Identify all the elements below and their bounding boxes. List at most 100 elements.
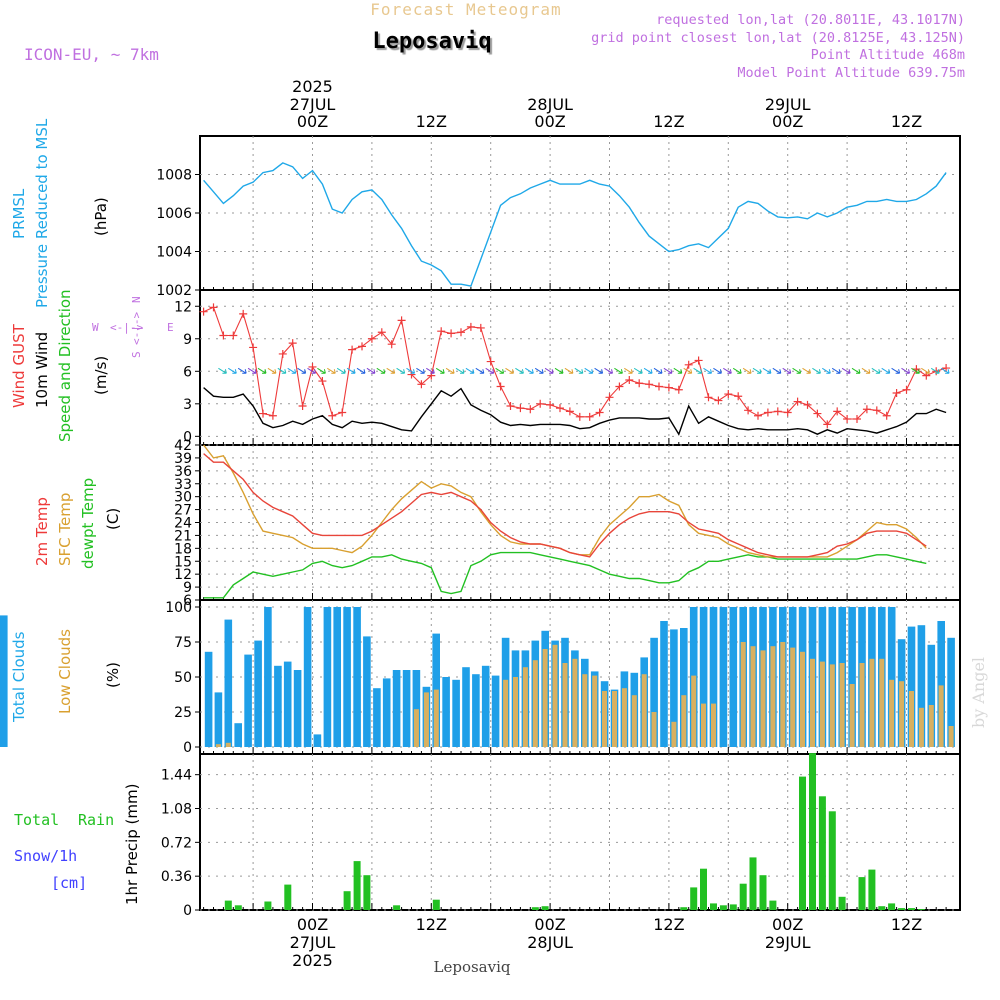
temp-labels: 2m Temp SFC Temp dewpt Temp (C) <box>33 478 122 569</box>
low-cloud-bar <box>701 703 706 747</box>
wind-arrow-icon <box>713 367 722 374</box>
top-time-label: 00Z <box>534 112 565 131</box>
precip-bar <box>353 861 361 910</box>
top-time-label: 29JUL <box>765 95 811 114</box>
precip-bar <box>729 904 737 910</box>
watermark: by Angel <box>969 657 988 728</box>
gust-marker <box>526 405 535 414</box>
y-tick-label: 0.36 <box>161 869 192 885</box>
wind-arrow-icon <box>416 367 425 374</box>
precip-bar <box>224 900 232 910</box>
low-cloud-bar <box>918 707 924 747</box>
total-cloud-bar <box>709 607 718 747</box>
y-tick-label: 12 <box>174 299 192 315</box>
total-cloud-bar <box>244 654 252 747</box>
gust-marker <box>724 390 733 399</box>
y-tick-label: 0 <box>183 903 192 919</box>
precip-bar <box>432 899 440 910</box>
precip-bar <box>680 907 688 910</box>
precip-bar <box>749 857 757 910</box>
rain-label: Rain <box>78 811 114 829</box>
total-cloud-bar <box>0 615 8 747</box>
wind-arrow-icon <box>584 367 594 374</box>
total-cloud-bar <box>472 674 480 747</box>
gust-marker <box>882 411 891 420</box>
bottom-time-label: 12Z <box>891 915 922 934</box>
y-tick-label: 3 <box>183 397 192 413</box>
wind-arrow-icon <box>435 367 445 374</box>
svg-text:<-|->: <-|-> <box>110 321 143 334</box>
precip-bar <box>759 875 767 910</box>
low-cloud-bar <box>790 647 796 747</box>
gust-marker <box>437 327 446 336</box>
wind-arrow-icon <box>366 367 376 374</box>
compass-w: W <box>92 321 99 334</box>
total-clouds-label: Total Clouds <box>10 631 28 723</box>
low-cloud-bar <box>522 667 528 747</box>
gust-marker <box>773 407 782 416</box>
wind-arrow-icon <box>554 367 564 374</box>
wind-gust-label: Wind GUST <box>10 323 28 408</box>
total-cloud-bar <box>254 640 262 747</box>
gust-marker <box>853 414 861 423</box>
y-tick-label: 1008 <box>156 168 192 184</box>
low-cloud-bar <box>552 644 558 747</box>
gust-line <box>203 306 947 426</box>
gust-marker <box>328 411 337 420</box>
low-cloud-bar <box>711 703 716 747</box>
wind-arrow-icon <box>782 367 792 374</box>
y-tick-label: 39 <box>174 451 192 467</box>
gust-marker <box>862 405 871 414</box>
total-cloud-bar <box>917 625 926 747</box>
gust-marker <box>843 414 852 423</box>
low-cloud-bar <box>532 660 538 747</box>
low-cloud-bar <box>810 658 815 747</box>
gust-marker <box>496 382 505 391</box>
snow-label: Snow/1h <box>14 847 77 865</box>
low-cloud-bar <box>631 695 637 747</box>
total-cloud-bar <box>699 607 708 747</box>
compass-e: E <box>167 321 174 334</box>
precip-bar <box>393 905 401 910</box>
top-time-label: 28JUL <box>527 95 573 114</box>
gust-marker <box>318 377 327 386</box>
wind-arrow-icon <box>534 367 544 374</box>
y-tick-label: 25 <box>174 705 192 721</box>
wind-arrow-icon <box>624 367 633 374</box>
low-cloud-bar <box>215 744 221 747</box>
y-tick-label: 30 <box>174 490 192 506</box>
low-cloud-bar <box>413 709 419 747</box>
precip-bar <box>363 875 371 910</box>
y-tick-label: 9 <box>183 580 192 596</box>
wind-arrow-icon <box>277 367 287 374</box>
low-cloud-bar <box>849 684 855 747</box>
wind-arrow-icon <box>445 367 455 374</box>
low-cloud-bar <box>829 664 835 747</box>
total-cloud-bar <box>373 688 381 747</box>
y-tick-label: 42 <box>174 438 192 454</box>
cloud-labels: Total Clouds Low Clouds (%) <box>10 629 122 723</box>
total-cloud-bar <box>481 665 490 747</box>
gust-marker <box>793 397 802 406</box>
low-cloud-bar <box>819 661 825 747</box>
gust-marker <box>457 328 465 337</box>
wind-arrow-icon <box>792 367 802 374</box>
snow-cm-label: [cm] <box>51 874 87 892</box>
y-tick-label: 15 <box>174 554 192 570</box>
wind-arrow-icon <box>891 367 901 374</box>
total-cloud-bar <box>313 734 322 747</box>
temp-unit: (C) <box>104 508 122 530</box>
temp-2m-line <box>203 453 927 558</box>
wind-panel: 0 3 6 9 12 <box>174 290 961 446</box>
wind-arrow-icon <box>831 367 841 374</box>
gust-marker <box>605 393 614 402</box>
precip-bar <box>541 906 549 910</box>
top-time-label: 00Z <box>772 112 803 131</box>
low-cloud-bar <box>612 691 617 747</box>
wind-arrow-icon <box>604 367 613 374</box>
precip-bar <box>888 903 896 910</box>
y-tick-label: 0 <box>183 429 192 445</box>
temp-sfc-label: SFC Temp <box>56 493 74 566</box>
